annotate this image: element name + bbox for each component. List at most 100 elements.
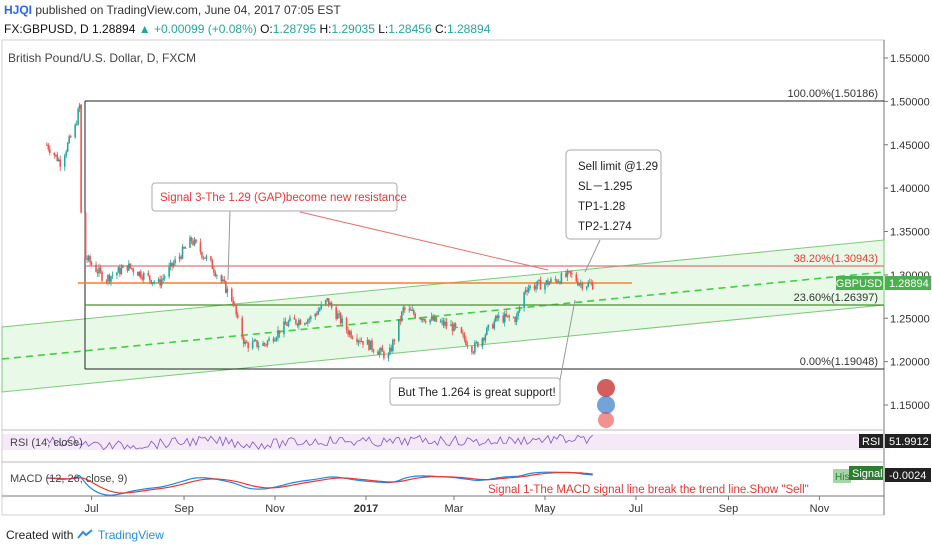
candles-series xyxy=(46,102,594,362)
candle-body xyxy=(378,350,381,355)
candle-body xyxy=(327,298,330,306)
last-price: 1.28894 xyxy=(92,22,136,36)
sell-limit-callout[interactable] xyxy=(565,149,662,240)
candle-body xyxy=(336,313,339,319)
close-label: C: xyxy=(434,22,447,36)
candle-body xyxy=(232,300,235,305)
candle-body xyxy=(576,281,579,286)
candle-body xyxy=(101,271,103,281)
candle-body xyxy=(456,327,458,329)
candle-body xyxy=(439,321,442,323)
candle-body xyxy=(48,149,51,153)
sell-line-4: TP2-1.274 xyxy=(578,221,632,233)
candle-body xyxy=(568,270,570,272)
candle-body xyxy=(254,340,257,342)
candle-body xyxy=(278,330,281,335)
candle-body xyxy=(247,343,249,349)
price-tick-label: 1.55000 xyxy=(890,53,930,65)
time-tick-label: Jul xyxy=(85,503,99,515)
candle-body xyxy=(341,318,343,324)
candle-body xyxy=(266,340,269,345)
candle-body xyxy=(383,351,385,359)
candle-body xyxy=(547,280,549,285)
macd-signal-line xyxy=(46,471,593,494)
candle-body xyxy=(116,272,118,276)
candle-body xyxy=(132,268,135,273)
candle-body xyxy=(523,292,525,309)
candle-body xyxy=(287,321,290,326)
support-callout[interactable] xyxy=(389,377,561,406)
sell-line-2: SL－1.295 xyxy=(578,181,632,193)
candle-body xyxy=(514,317,516,322)
candle-body xyxy=(556,279,558,283)
candle-body xyxy=(414,313,417,318)
candle-body xyxy=(244,341,246,344)
candle-body xyxy=(75,124,78,126)
candle-body xyxy=(380,347,382,351)
candle-body xyxy=(56,154,59,162)
candle-body xyxy=(169,262,172,267)
candle-body xyxy=(424,321,427,323)
histogram-badge xyxy=(833,469,851,483)
candle-body xyxy=(393,339,396,341)
candle-body xyxy=(408,309,411,311)
candle-body xyxy=(487,324,490,328)
candle-body xyxy=(310,316,312,319)
candle-body xyxy=(213,269,215,273)
candle-body xyxy=(284,321,287,325)
candle-body xyxy=(590,282,593,284)
signal-badge xyxy=(849,466,883,480)
price-tick-label: 1.40000 xyxy=(890,183,930,195)
price-tick-label: 1.45000 xyxy=(890,140,930,152)
high-label: H: xyxy=(319,22,332,36)
candle-body xyxy=(142,272,145,280)
candle-body xyxy=(347,329,349,335)
candle-body xyxy=(69,136,72,138)
candle-body xyxy=(335,307,337,319)
rsi-badge-label: RSI xyxy=(862,436,880,448)
tradingview-brand[interactable]: TradingView xyxy=(97,528,164,542)
rsi-band xyxy=(2,434,884,450)
price-tick-label: 1.35000 xyxy=(890,227,930,239)
high-value: 1.29035 xyxy=(331,22,375,36)
candle-body xyxy=(87,256,90,261)
candle-body xyxy=(512,317,515,319)
candle-body xyxy=(506,315,509,317)
candle-body xyxy=(502,315,505,323)
candle-body xyxy=(230,288,233,301)
candle-body xyxy=(77,108,79,125)
candle-body xyxy=(486,327,488,335)
candle-body xyxy=(286,324,288,326)
candle-body xyxy=(216,275,218,277)
candle-body xyxy=(159,279,161,286)
symbol-name: FX:GBPUSD, D xyxy=(4,22,89,36)
candle-body xyxy=(74,124,76,138)
candle-body xyxy=(450,324,452,327)
candle-body xyxy=(293,317,296,320)
low-label: L: xyxy=(378,22,389,36)
candle-body xyxy=(89,256,91,263)
candle-body xyxy=(453,323,455,332)
price-tick-label: 1.25000 xyxy=(890,313,930,325)
candle-body xyxy=(96,271,99,274)
candle-body xyxy=(256,340,258,347)
candle-body xyxy=(366,339,369,345)
candle-body xyxy=(275,337,278,340)
signal3-callout[interactable] xyxy=(151,182,398,212)
candle-body xyxy=(539,279,542,290)
candle-body xyxy=(223,279,226,282)
low-value: 1.28456 xyxy=(388,22,432,36)
candle-body xyxy=(184,247,187,249)
candle-body xyxy=(484,334,487,341)
candle-body xyxy=(360,341,363,343)
candle-body xyxy=(245,341,248,344)
candle-body xyxy=(181,246,184,259)
candle-body xyxy=(172,263,175,267)
candle-body xyxy=(371,340,373,350)
author-name[interactable]: HJQI xyxy=(4,3,33,17)
candle-body xyxy=(190,237,193,242)
candle-body xyxy=(59,159,62,167)
candle-body xyxy=(189,237,191,248)
chart-title: British Pound/U.S. Dollar, D, FXCM xyxy=(8,51,196,65)
